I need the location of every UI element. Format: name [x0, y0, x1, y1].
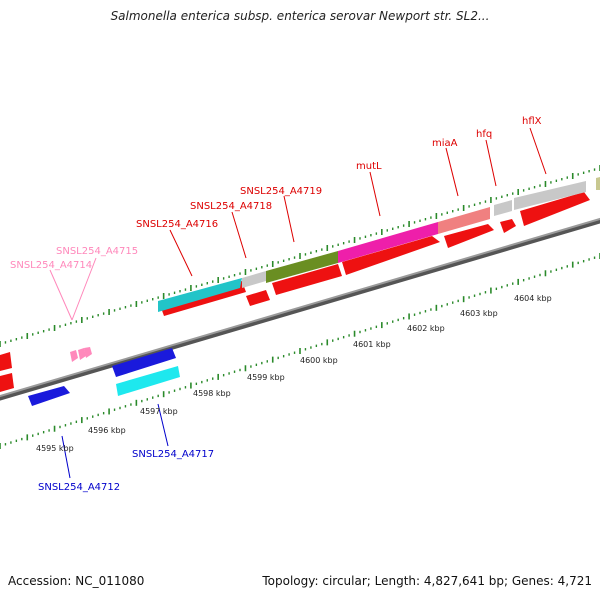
- cds-arrow: [500, 219, 516, 233]
- kbp-label: 4595 kbp: [36, 444, 74, 453]
- gene-label: SNSL254_A4719: [240, 186, 322, 197]
- upper-tick-track: [0, 165, 600, 347]
- gene-bar-grey: [242, 271, 266, 288]
- lower-tick-track: [0, 253, 600, 449]
- gene-label: miaA: [432, 138, 458, 149]
- backbone: [0, 217, 600, 401]
- gene-bar-cyan: [116, 366, 180, 396]
- kbp-label: 4601 kbp: [353, 340, 391, 349]
- minus-strand-genes[interactable]: [28, 348, 180, 406]
- gene-bar-grey-2: [494, 200, 512, 216]
- map-title: Salmonella enterica subsp. enterica sero…: [110, 9, 490, 23]
- gene-bar-grey-3: [514, 181, 586, 210]
- cds-arrow: [0, 373, 14, 392]
- kbp-label: 4600 kbp: [300, 356, 338, 365]
- gene-bar-magenta: [338, 222, 438, 263]
- kbp-label: 4598 kbp: [193, 389, 231, 398]
- kbp-label: 4603 kbp: [460, 309, 498, 318]
- kbp-label: 4602 kbp: [407, 324, 445, 333]
- kbp-label: 4604 kbp: [514, 294, 552, 303]
- kbp-label: 4597 kbp: [140, 407, 178, 416]
- ruler-labels: 4595 kbp 4596 kbp 4597 kbp 4598 kbp 4599…: [36, 294, 552, 453]
- gene-labels: SNSL254_A4716 SNSL254_A4718 SNSL254_A471…: [10, 116, 542, 493]
- gene-bar-salmon: [438, 207, 490, 234]
- gene-label: SNSL254_A4714: [10, 260, 92, 271]
- gene-bar-olive-partial: [596, 177, 600, 190]
- summary-text: Topology: circular; Length: 4,827,641 bp…: [262, 574, 592, 588]
- pink-arrows[interactable]: [70, 347, 92, 362]
- red-cds-row[interactable]: [0, 192, 590, 392]
- cds-arrow: [444, 224, 494, 248]
- gene-bar-olive: [266, 251, 338, 283]
- cds-arrow: [272, 264, 342, 295]
- gene-label: hfq: [476, 129, 492, 140]
- gene-label: SNSL254_A4717: [132, 449, 214, 460]
- gene-arrow-blue-2: [112, 348, 176, 377]
- accession-text: Accession: NC_011080: [8, 574, 145, 588]
- gene-bar-teal: [158, 278, 242, 312]
- kbp-label: 4599 kbp: [247, 373, 285, 382]
- gene-label: mutL: [356, 161, 382, 172]
- cds-arrow: [0, 352, 12, 371]
- gene-label: SNSL254_A4712: [38, 482, 120, 493]
- cds-arrow: [520, 192, 590, 226]
- gene-arrow-blue: [28, 386, 70, 406]
- cds-arrow: [342, 236, 440, 275]
- kbp-label: 4596 kbp: [88, 426, 126, 435]
- gene-label: SNSL254_A4716: [136, 219, 218, 230]
- gene-label: SNSL254_A4718: [190, 201, 272, 212]
- label-leaders: [49, 127, 547, 479]
- gene-label: SNSL254_A4715: [56, 246, 138, 257]
- gene-label: hflX: [522, 116, 542, 127]
- cds-arrow: [246, 290, 270, 306]
- colored-gene-row[interactable]: [158, 177, 600, 312]
